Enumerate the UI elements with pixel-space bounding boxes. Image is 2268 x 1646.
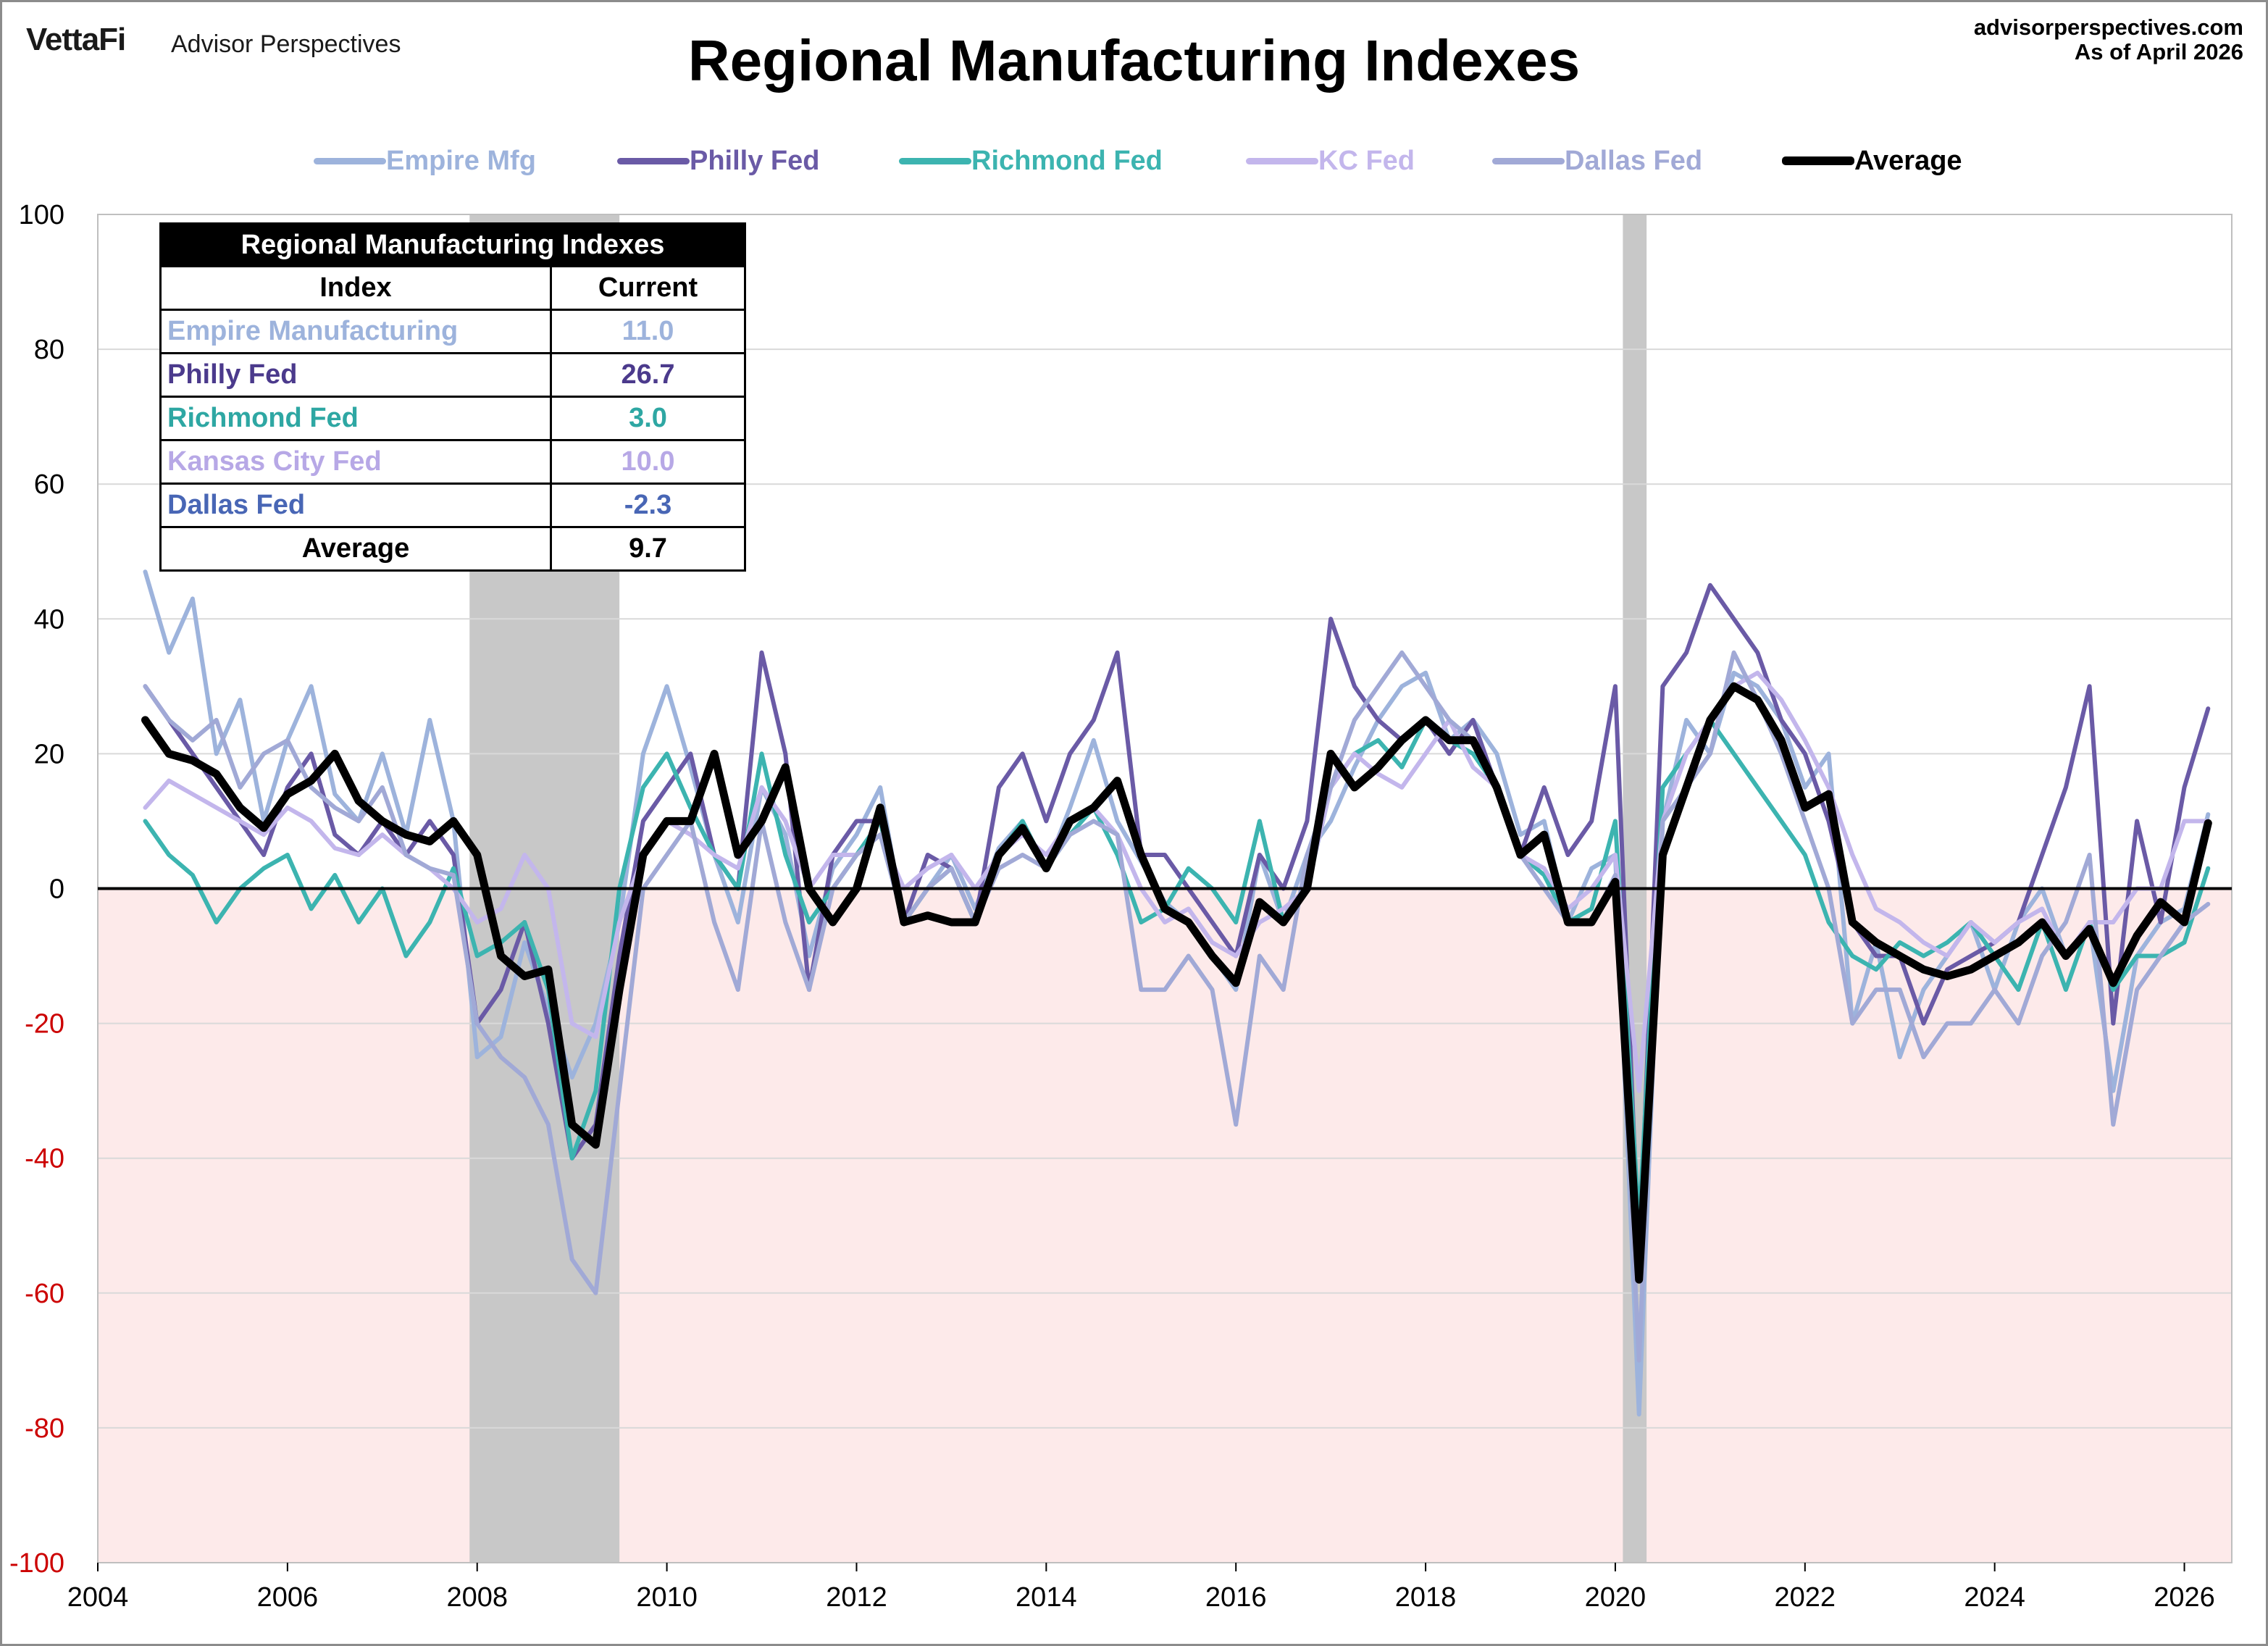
table-row: Philly Fed 26.7	[159, 352, 746, 398]
table-row-value: 10.0	[550, 439, 746, 485]
x-tick-label: 2010	[636, 1582, 698, 1613]
legend-label-empire: Empire Mfg	[386, 145, 536, 176]
vettafi-logo: VettaFi	[26, 22, 126, 57]
legend-swatch-richmond	[899, 157, 971, 164]
y-tick-label: 0	[49, 874, 64, 905]
brand-name: Advisor Perspectives	[171, 30, 401, 58]
site-url: advisorperspectives.com	[1973, 14, 2243, 40]
legend-item-richmond: Richmond Fed	[899, 141, 1163, 181]
negative-region	[98, 888, 2232, 1563]
legend-label-richmond: Richmond Fed	[971, 145, 1163, 176]
table-caption: Regional Manufacturing Indexes	[159, 222, 746, 267]
y-tick-label: -60	[25, 1279, 64, 1309]
x-tick-label: 2014	[1016, 1582, 1077, 1613]
chart-title: Regional Manufacturing Indexes	[687, 28, 1581, 93]
y-tick-label: 100	[19, 200, 64, 230]
legend-swatch-dallas	[1492, 157, 1565, 164]
table-row-value: -2.3	[550, 482, 746, 528]
legend-label-average: Average	[1854, 145, 1962, 176]
y-tick-label: -80	[25, 1413, 64, 1444]
x-tick-label: 2016	[1205, 1582, 1267, 1613]
table-row-value: 9.7	[550, 526, 746, 572]
series-line-dallas-fed	[143, 650, 2211, 1363]
table-header-index: Index	[159, 265, 552, 311]
table-row: Kansas City Fed 10.0	[159, 439, 746, 485]
legend: Empire Mfg Philly Fed Richmond Fed KC Fe…	[0, 141, 2268, 181]
y-tick-label: 80	[34, 335, 64, 365]
legend-swatch-empire	[314, 157, 386, 164]
series-line-average	[141, 682, 2212, 1284]
y-tick-label: -20	[25, 1009, 64, 1040]
legend-item-dallas: Dallas Fed	[1492, 141, 1702, 181]
table-row-name: Kansas City Fed	[159, 439, 552, 485]
as-of-date: As of April 2026	[2074, 39, 2243, 64]
legend-label-kc: KC Fed	[1318, 145, 1415, 176]
y-tick-label: 40	[34, 604, 64, 635]
table-row: Dallas Fed -2.3	[159, 482, 746, 528]
x-tick-label: 2022	[1775, 1582, 1836, 1613]
legend-swatch-average	[1782, 156, 1854, 165]
x-tick-label: 2018	[1395, 1582, 1457, 1613]
x-tick-label: 2006	[257, 1582, 319, 1613]
y-tick-label: -40	[25, 1144, 64, 1174]
legend-item-kc: KC Fed	[1246, 141, 1415, 181]
y-tick-label: -100	[9, 1548, 64, 1579]
table-row-name: Philly Fed	[159, 352, 552, 398]
x-tick-label: 2020	[1585, 1582, 1646, 1613]
y-tick-label: 20	[34, 739, 64, 769]
legend-item-philly: Philly Fed	[617, 141, 819, 181]
table-row-value: 26.7	[550, 352, 746, 398]
table-row: Average 9.7	[159, 526, 746, 572]
x-tick-label: 2012	[826, 1582, 887, 1613]
x-tick-label: 2008	[446, 1582, 508, 1613]
table-row-name: Dallas Fed	[159, 482, 552, 528]
series-line-philly-fed	[143, 582, 2211, 1262]
y-tick-label: 60	[34, 469, 64, 500]
legend-item-average: Average	[1782, 141, 1962, 181]
table-row-value: 3.0	[550, 396, 746, 441]
x-tick-label: 2026	[2154, 1582, 2215, 1613]
table-row-value: 11.0	[550, 309, 746, 354]
table-row-name: Empire Manufacturing	[159, 309, 552, 354]
legend-item-empire: Empire Mfg	[314, 141, 536, 181]
legend-swatch-kc	[1246, 157, 1318, 164]
legend-label-dallas: Dallas Fed	[1565, 145, 1703, 176]
legend-swatch-philly	[617, 157, 690, 164]
legend-label-philly: Philly Fed	[690, 145, 820, 176]
table-row-name: Richmond Fed	[159, 396, 552, 441]
x-tick-label: 2024	[1964, 1582, 2025, 1613]
summary-table: Regional Manufacturing Indexes Index Cur…	[159, 222, 746, 572]
table-row-name: Average	[159, 526, 552, 572]
table-row: Richmond Fed 3.0	[159, 396, 746, 441]
table-header-current: Current	[550, 265, 746, 311]
table-row: Empire Manufacturing 11.0	[159, 309, 746, 354]
x-tick-label: 2004	[67, 1582, 129, 1613]
